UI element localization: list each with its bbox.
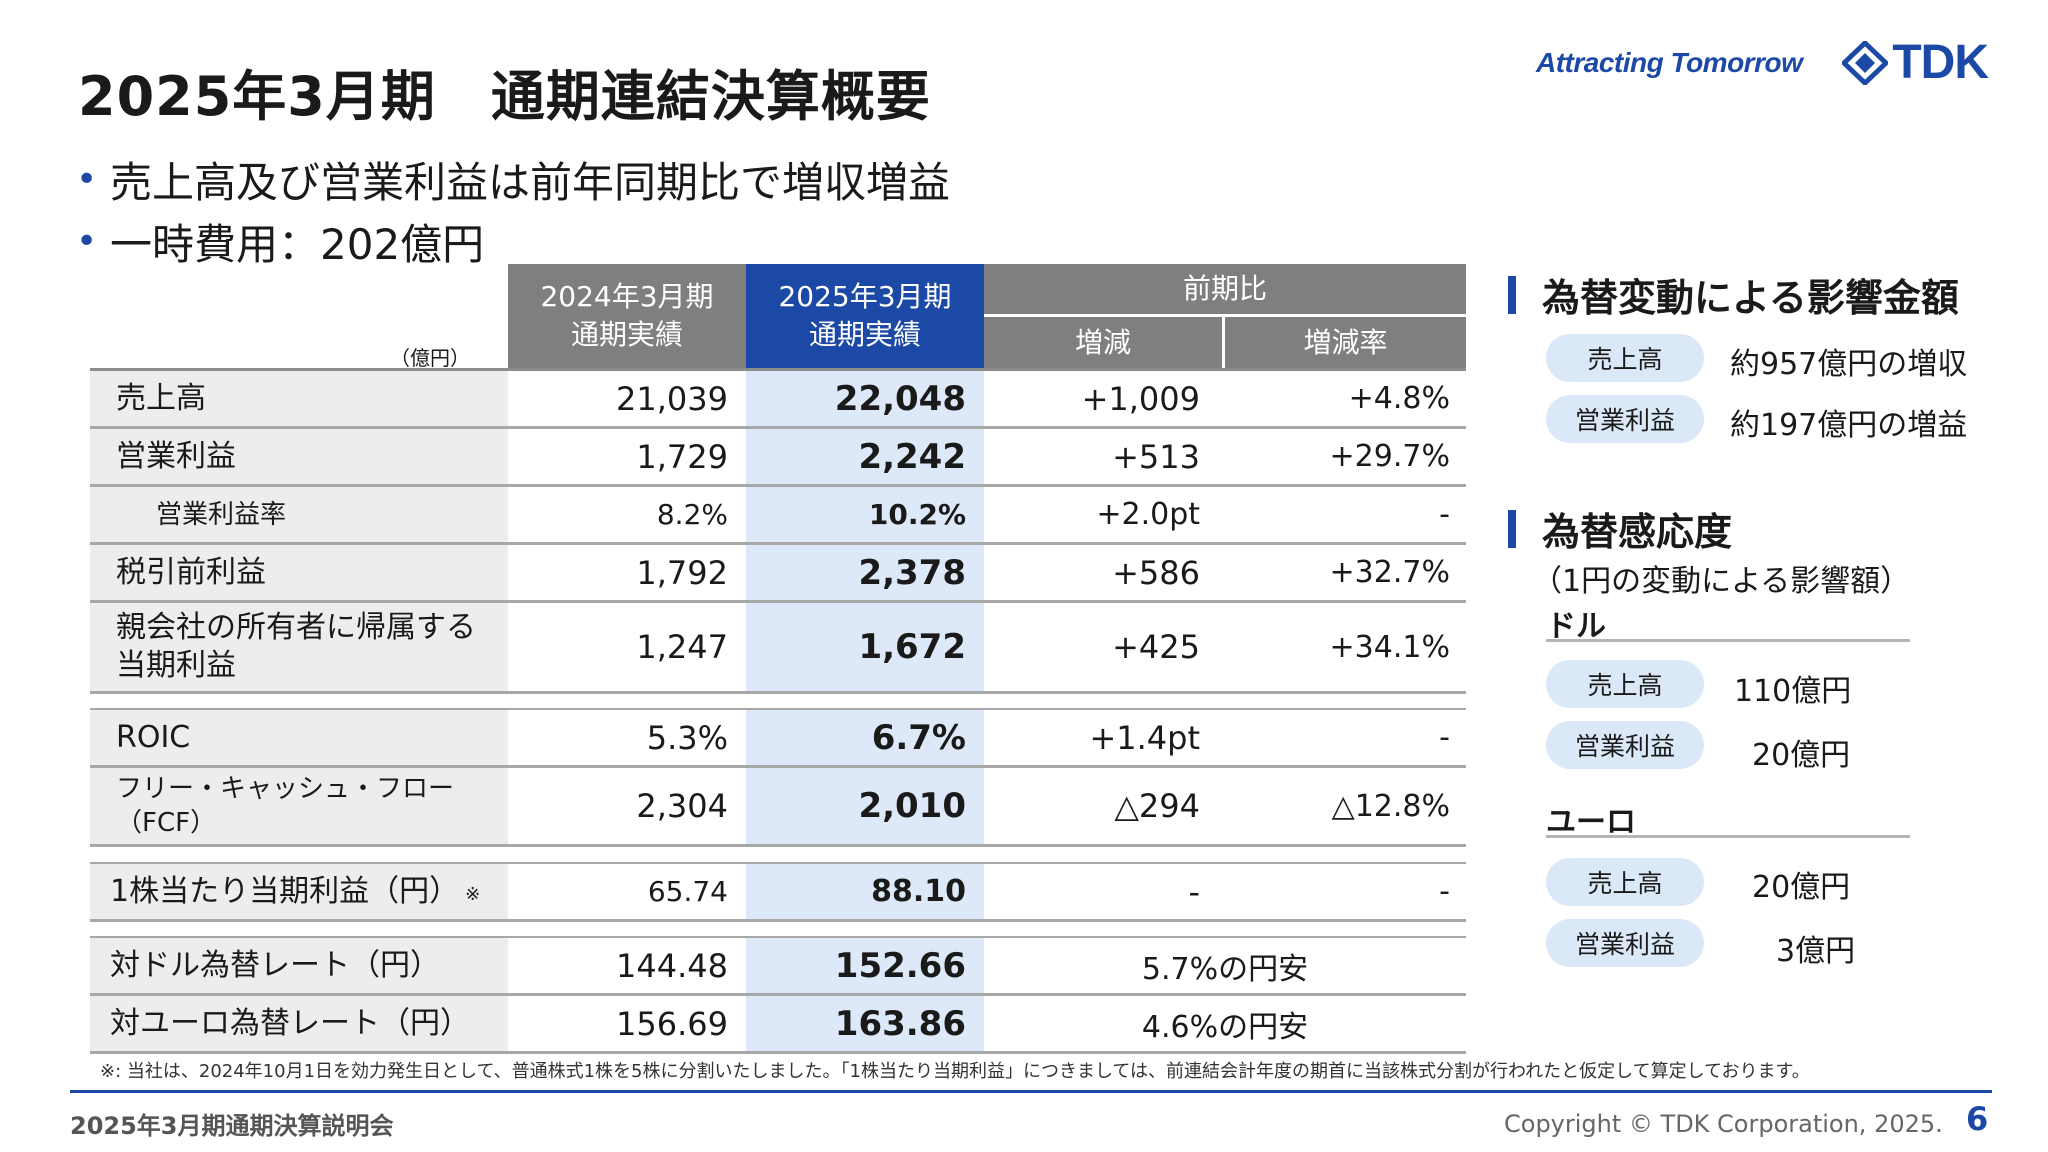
- eur-sales-value: 20億円: [1752, 870, 1851, 905]
- footnote: ※: 当社は、2024年10月1日を効力発生日として、普通株式1株を5株に分割い…: [100, 1061, 1810, 1082]
- eur-section-title: ユーロ: [1546, 797, 1910, 840]
- table-divider: [90, 368, 1466, 371]
- table-row: ROIC 5.3% 6.7% +1.4pt -: [90, 710, 1466, 765]
- fx-sensitivity-caption: （1円の変動による影響額）: [1532, 564, 1911, 599]
- heading-bar: [1508, 275, 1516, 314]
- header-prev-year: 2024年3月期 通期実績: [508, 264, 746, 368]
- table-divider: [90, 993, 1466, 996]
- header-divider: [984, 314, 1466, 317]
- table-divider: [90, 919, 1466, 922]
- eur-sales-pill: 売上高: [1546, 858, 1704, 906]
- table-row: フリー・キャッシュ・フロー （FCF） 2,304 2,010 △294 △12…: [90, 768, 1466, 844]
- usd-sales-value: 110億円: [1734, 674, 1852, 709]
- bullet-dot-icon: •: [76, 220, 98, 262]
- fx-impact-sales-value: 約957億円の増収: [1730, 347, 1968, 382]
- page-title: 2025年3月期 通期連結決算概要: [78, 65, 931, 128]
- table-row: 対ドル為替レート（円） 144.48 152.66 5.7%の円安: [90, 938, 1466, 993]
- header-curr-year: 2025年3月期 通期実績: [746, 264, 984, 368]
- bullet-item: • 一時費用：202億円: [76, 219, 485, 269]
- table-divider: [90, 862, 1466, 864]
- table-divider: [90, 484, 1466, 487]
- header-divider: [1222, 317, 1225, 368]
- table-divider: [90, 765, 1466, 768]
- fx-sensitivity-heading: 為替感応度: [1508, 501, 1732, 556]
- eps-label: 1株当たり当期利益（円） ※: [90, 864, 508, 919]
- header-yoy: 前期比: [984, 264, 1466, 314]
- tdk-logo: TDK: [1842, 36, 1989, 89]
- page-number: 6: [1966, 1100, 1989, 1138]
- fx-impact-op-value: 約197億円の増益: [1730, 408, 1968, 443]
- table-divider: [90, 426, 1466, 429]
- table-row: 親会社の所有者に帰属する 当期利益 1,247 1,672 +425 +34.1…: [90, 603, 1466, 691]
- header-diff: 増減: [984, 317, 1222, 368]
- header-rate: 増減率: [1225, 317, 1466, 368]
- brand-tagline: Attracting Tomorrow: [1536, 47, 1803, 78]
- table-row: 売上高 21,039 22,048 +1,009 +4.8%: [90, 371, 1466, 426]
- fx-impact-sales-pill: 売上高: [1546, 334, 1704, 382]
- brand: Attracting Tomorrow TDK: [1536, 36, 1989, 89]
- table-divider: [90, 844, 1466, 847]
- unit-label: （億円）: [390, 346, 470, 370]
- fx-impact-op-pill: 営業利益: [1546, 395, 1704, 443]
- table-divider: [90, 600, 1466, 603]
- eur-op-pill: 営業利益: [1546, 919, 1704, 967]
- usd-op-pill: 営業利益: [1546, 721, 1704, 769]
- table-divider: [90, 1051, 1466, 1054]
- tdk-diamond-mark-icon: [1842, 41, 1889, 85]
- table-divider: [90, 542, 1466, 545]
- eur-op-value: 3億円: [1776, 934, 1856, 969]
- footer-divider: [70, 1090, 1992, 1093]
- table-row: 営業利益率 8.2% 10.2% +2.0pt -: [90, 487, 1466, 542]
- bullet-dot-icon: •: [76, 158, 98, 200]
- tdk-logo-text: TDK: [1892, 36, 1989, 89]
- table-row: 税引前利益 1,792 2,378 +586 +32.7%: [90, 545, 1466, 600]
- footer-event: 2025年3月期通期決算説明会: [70, 1112, 394, 1140]
- bullet-item: • 売上高及び営業利益は前年同期比で増収増益: [76, 157, 951, 207]
- usd-op-value: 20億円: [1752, 738, 1851, 773]
- heading-bar: [1508, 509, 1516, 548]
- table-divider: [90, 708, 1466, 710]
- usd-section-title: ドル: [1546, 601, 1910, 644]
- fx-impact-heading: 為替変動による影響金額: [1508, 267, 1959, 322]
- table-divider: [90, 691, 1466, 694]
- usd-sales-pill: 売上高: [1546, 660, 1704, 708]
- summary-bullets: • 売上高及び営業利益は前年同期比で増収増益 • 一時費用：202億円: [76, 148, 950, 272]
- table-row: 1株当たり当期利益（円） ※ 65.74 88.10 - -: [90, 864, 1466, 919]
- table-divider: [90, 936, 1466, 938]
- table-row: 対ユーロ為替レート（円） 156.69 163.86 4.6%の円安: [90, 996, 1466, 1051]
- footer-copyright: Copyright © TDK Corporation, 2025.: [1504, 1110, 1943, 1138]
- table-row: 営業利益 1,729 2,242 +513 +29.7%: [90, 429, 1466, 484]
